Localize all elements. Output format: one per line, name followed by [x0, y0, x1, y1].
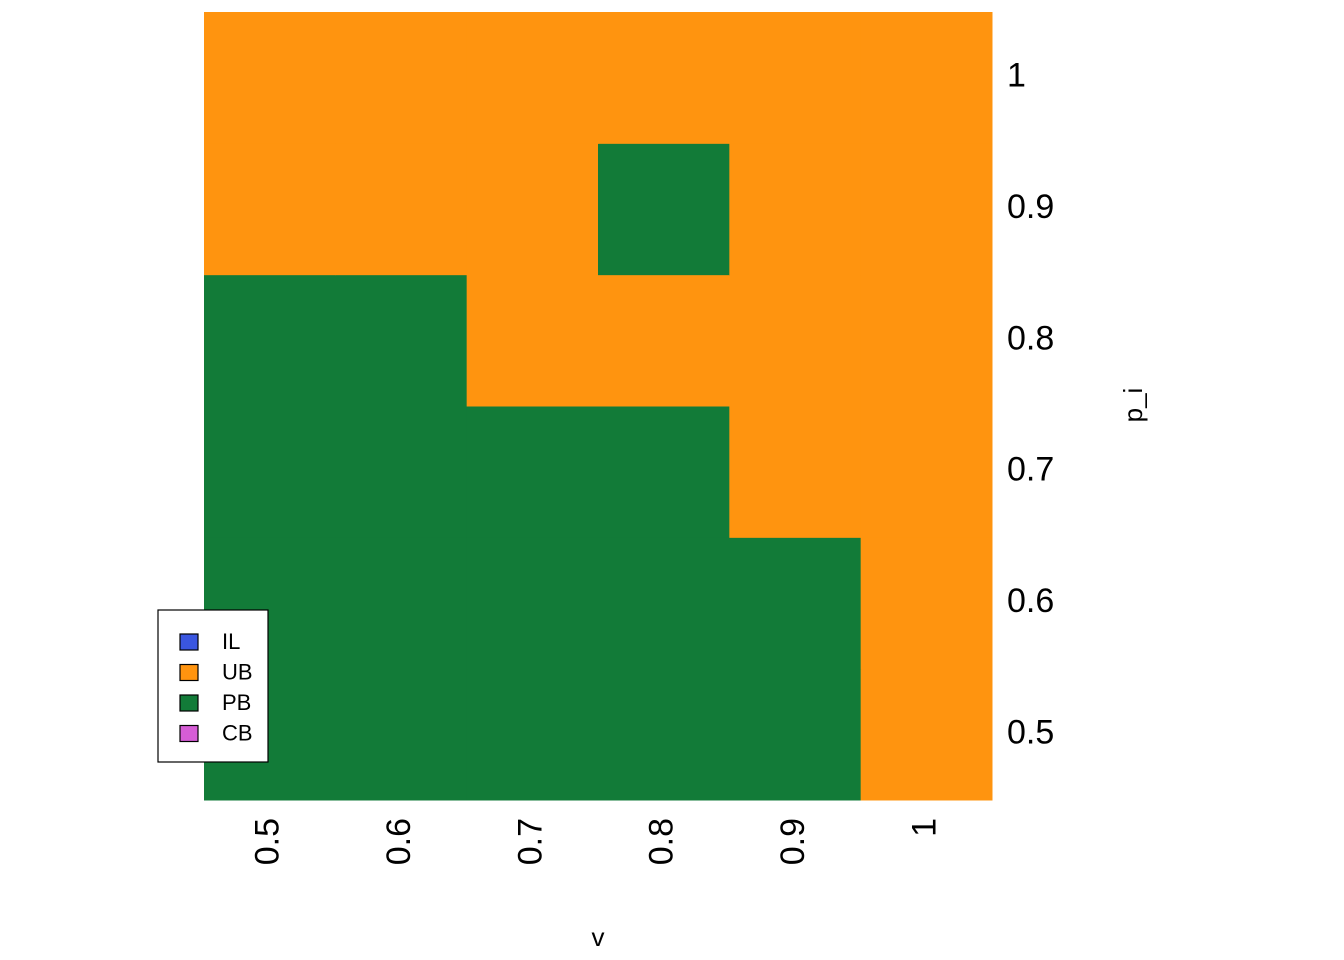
- y-tick-label: 0.6: [1007, 582, 1054, 620]
- legend-swatch: [179, 724, 199, 743]
- heatmap-cell: [466, 143, 599, 276]
- heatmap-cell: [598, 406, 730, 538]
- heatmap-cell: [729, 537, 862, 670]
- heatmap-cell: [729, 406, 862, 538]
- heatmap-cell: [860, 143, 993, 276]
- heatmap-cell: [466, 274, 599, 407]
- heatmap-cell: [860, 274, 993, 407]
- heatmap-cell: [335, 406, 468, 538]
- y-tick-label: 0.5: [1007, 713, 1054, 751]
- y-tick-label: 0.8: [1007, 319, 1054, 357]
- heatmap-cell: [466, 406, 599, 538]
- heatmap-cell: [860, 12, 993, 144]
- legend-box: [157, 609, 269, 763]
- heatmap-cell: [598, 274, 730, 407]
- x-axis-label: v: [592, 922, 605, 952]
- heatmap-cell: [729, 143, 862, 276]
- y-tick-label: 0.7: [1007, 451, 1054, 489]
- legend-label: PB: [222, 690, 251, 715]
- heatmap-cell: [335, 668, 468, 801]
- heatmap-cell: [860, 406, 993, 538]
- y-tick-label: 0.9: [1007, 188, 1054, 226]
- heatmap-cell: [860, 668, 993, 801]
- heatmap-cell: [729, 274, 862, 407]
- legend-swatch: [179, 694, 199, 712]
- heatmap-cell: [335, 12, 468, 144]
- heatmap-cell: [466, 537, 599, 670]
- heatmap-cell: [860, 537, 993, 670]
- x-tick-label: 0.5: [249, 818, 287, 865]
- heatmap-cell: [335, 143, 468, 276]
- heatmap-cell: [598, 537, 730, 670]
- heatmap-cell: [204, 406, 336, 538]
- heatmap-cell: [335, 537, 468, 670]
- x-tick-label: 1: [905, 818, 943, 837]
- heatmap-cell: [598, 143, 730, 276]
- y-tick-label: 1: [1007, 57, 1026, 95]
- x-tick-label: 0.6: [380, 818, 418, 865]
- y-axis-label: p_i: [1118, 388, 1148, 423]
- x-tick-label: 0.7: [511, 818, 549, 865]
- legend: IL UB PB CB: [157, 609, 269, 763]
- heatmap-cell: [204, 143, 336, 276]
- heatmap-cell: [466, 12, 599, 144]
- legend-label: CB: [222, 720, 253, 745]
- heatmap-cell: [204, 274, 336, 407]
- x-tick-label: 0.8: [643, 818, 681, 865]
- heatmap-cell: [335, 274, 468, 407]
- legend-label: UB: [222, 659, 253, 684]
- legend-swatch: [179, 663, 199, 682]
- heatmap-cell: [598, 668, 730, 801]
- legend-label: IL: [222, 629, 240, 654]
- legend-swatch: [179, 633, 199, 651]
- x-tick-label: 0.9: [774, 818, 812, 865]
- heatmap-cell: [729, 12, 862, 144]
- heatmap-cell: [729, 668, 862, 801]
- heatmap-cell: [598, 12, 730, 144]
- heatmap-cell: [204, 12, 336, 144]
- heatmap-cell: [466, 668, 599, 801]
